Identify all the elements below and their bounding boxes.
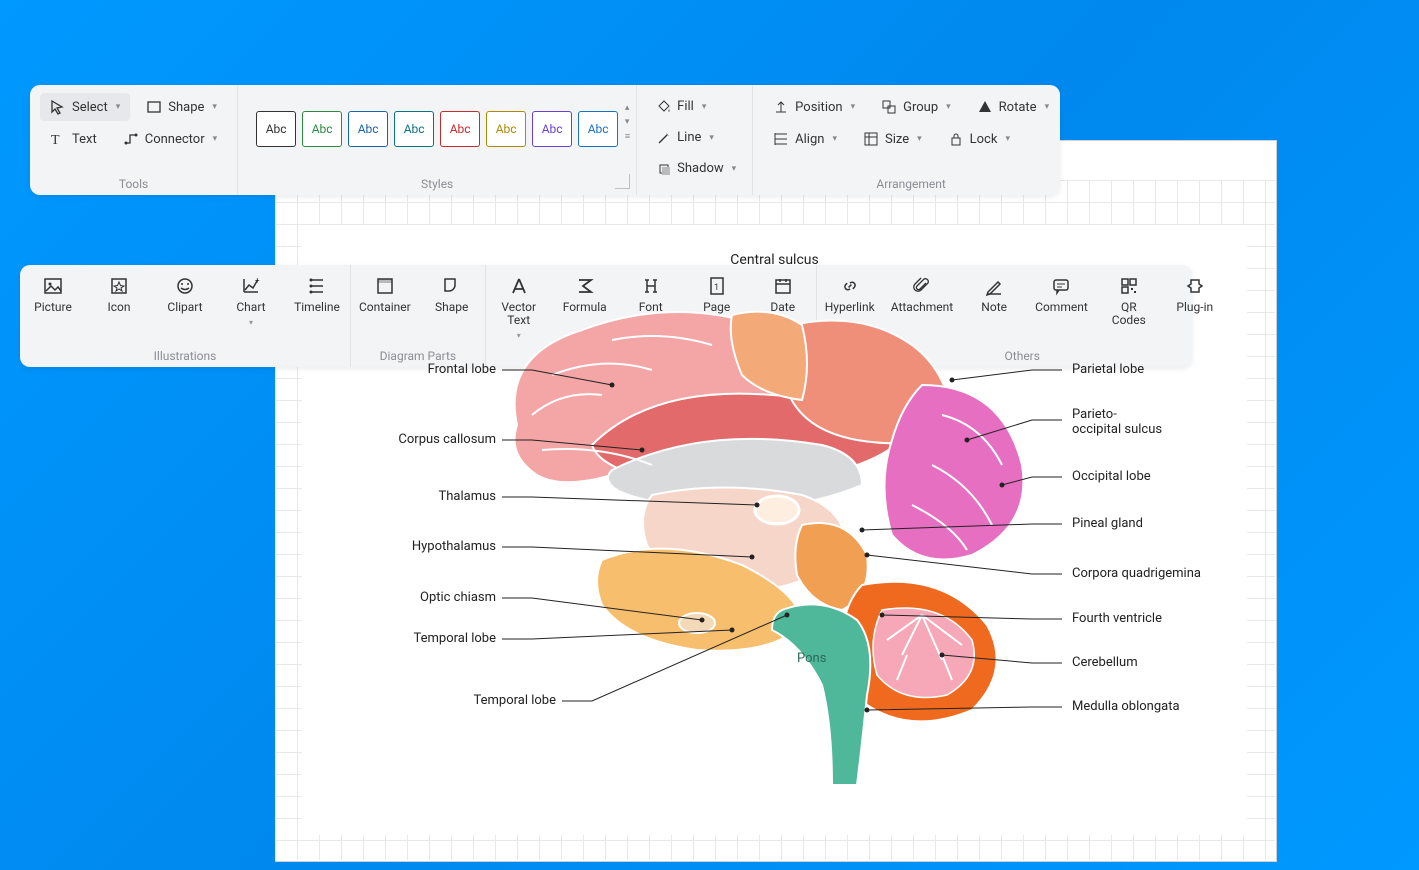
attachment-button[interactable]: Attachment <box>883 265 961 329</box>
position-label: Position <box>795 100 842 115</box>
svg-text:T: T <box>51 133 60 148</box>
chart-label: Chart <box>236 301 265 314</box>
swatch-scroll-down[interactable]: ▾ <box>625 117 630 127</box>
page-number-button[interactable]: 1Page Number▾ <box>684 265 750 342</box>
connector-tool-button[interactable]: Connector▾ <box>113 125 227 153</box>
style-swatch[interactable]: Abc <box>486 111 526 147</box>
styles-dialog-launcher[interactable] <box>615 174 630 189</box>
style-swatch-gallery[interactable]: AbcAbcAbcAbcAbcAbcAbcAbc <box>248 93 626 147</box>
align-label: Align <box>795 132 824 147</box>
date-label: Date <box>770 301 795 314</box>
comment-label: Comment <box>1035 301 1088 314</box>
page-number-label: Page Number <box>695 301 738 327</box>
formula-button[interactable]: Formula <box>552 265 618 342</box>
ribbon-insert: Picture Icon Clipart +Chart▾ Timeline Il… <box>20 265 1192 367</box>
icon-label: Icon <box>107 301 130 314</box>
text-tool-button[interactable]: T Text <box>40 125 107 153</box>
line-button[interactable]: Line▾ <box>647 124 742 151</box>
chart-button[interactable]: +Chart▾ <box>218 265 284 329</box>
shape-tool-label: Shape <box>168 100 204 115</box>
attachment-label: Attachment <box>891 301 953 314</box>
style-swatch[interactable]: Abc <box>532 111 572 147</box>
plugin-button[interactable]: Plug-in <box>1162 265 1228 329</box>
comment-button[interactable]: Comment <box>1027 265 1096 329</box>
line-label: Line <box>677 130 701 145</box>
formula-label: Formula <box>563 301 607 314</box>
clipart-label: Clipart <box>167 301 202 314</box>
align-button[interactable]: Align▾ <box>763 125 847 153</box>
fill-button[interactable]: Fill▾ <box>647 93 742 120</box>
tools-group-label: Tools <box>40 175 227 191</box>
group-button[interactable]: Group▾ <box>871 93 961 121</box>
date-button[interactable]: Date <box>750 265 816 342</box>
shadow-button[interactable]: Shadow▾ <box>647 155 742 182</box>
svg-text:1: 1 <box>714 283 719 293</box>
container-label: Container <box>359 301 411 314</box>
font-symbol-label: Font Symbol <box>631 301 671 327</box>
others-group-label: Others <box>817 347 1228 363</box>
clipart-button[interactable]: Clipart <box>152 265 218 329</box>
insert-shape-label: Shape <box>435 301 468 314</box>
timeline-label: Timeline <box>294 301 340 314</box>
shape-tool-button[interactable]: Shape▾ <box>136 93 227 121</box>
swatch-more[interactable]: ≡ <box>625 131 630 142</box>
hyperlink-label: Hyperlink <box>825 301 875 314</box>
timeline-button[interactable]: Timeline <box>284 265 350 329</box>
vector-text-label: Vector Text <box>501 301 536 327</box>
qr-codes-label: QR Codes <box>1112 301 1146 327</box>
note-label: Note <box>981 301 1007 314</box>
arrangement-group-label: Arrangement <box>763 175 1059 191</box>
picture-label: Picture <box>34 301 72 314</box>
qr-codes-button[interactable]: QR Codes <box>1096 265 1162 329</box>
container-button[interactable]: Container <box>351 265 419 316</box>
fill-label: Fill <box>677 99 694 114</box>
style-swatch[interactable]: Abc <box>256 111 296 147</box>
insert-shape-button[interactable]: Shape <box>419 265 485 316</box>
style-swatch[interactable]: Abc <box>394 111 434 147</box>
swatch-scroll-up[interactable]: ▴ <box>625 103 630 113</box>
shadow-label: Shadow <box>677 161 723 176</box>
lock-button[interactable]: Lock▾ <box>938 125 1020 153</box>
style-swatch[interactable]: Abc <box>440 111 480 147</box>
vector-text-button[interactable]: Vector Text▾ <box>486 265 552 342</box>
rotate-label: Rotate <box>999 100 1037 115</box>
style-swatch[interactable]: Abc <box>302 111 342 147</box>
picture-button[interactable]: Picture <box>20 265 86 329</box>
style-swatch[interactable]: Abc <box>578 111 618 147</box>
illustrations-group-label: Illustrations <box>20 347 350 363</box>
connector-tool-label: Connector <box>145 132 205 147</box>
rotate-button[interactable]: Rotate▾ <box>967 93 1059 121</box>
note-button[interactable]: Note <box>961 265 1027 329</box>
text-tool-label: Text <box>72 132 97 147</box>
text-group-label: Text <box>486 347 816 363</box>
size-label: Size <box>885 132 909 147</box>
size-button[interactable]: Size▾ <box>853 125 932 153</box>
diagram-parts-group-label: Diagram Parts <box>351 347 485 363</box>
position-button[interactable]: Position▾ <box>763 93 865 121</box>
ribbon-home: Select▾ Shape▾ T Text Connector▾ Tools <box>30 85 1060 195</box>
svg-text:+: + <box>255 276 260 285</box>
font-symbol-button[interactable]: Font Symbol▾ <box>618 265 684 342</box>
styles-group-label: Styles <box>248 175 626 191</box>
select-tool-label: Select <box>72 100 108 115</box>
icon-button[interactable]: Icon <box>86 265 152 329</box>
group-label: Group <box>903 100 938 115</box>
plugin-label: Plug-in <box>1176 301 1213 314</box>
select-tool-button[interactable]: Select▾ <box>40 93 130 121</box>
lock-label: Lock <box>970 132 998 147</box>
hyperlink-button[interactable]: Hyperlink <box>817 265 883 329</box>
style-swatch[interactable]: Abc <box>348 111 388 147</box>
